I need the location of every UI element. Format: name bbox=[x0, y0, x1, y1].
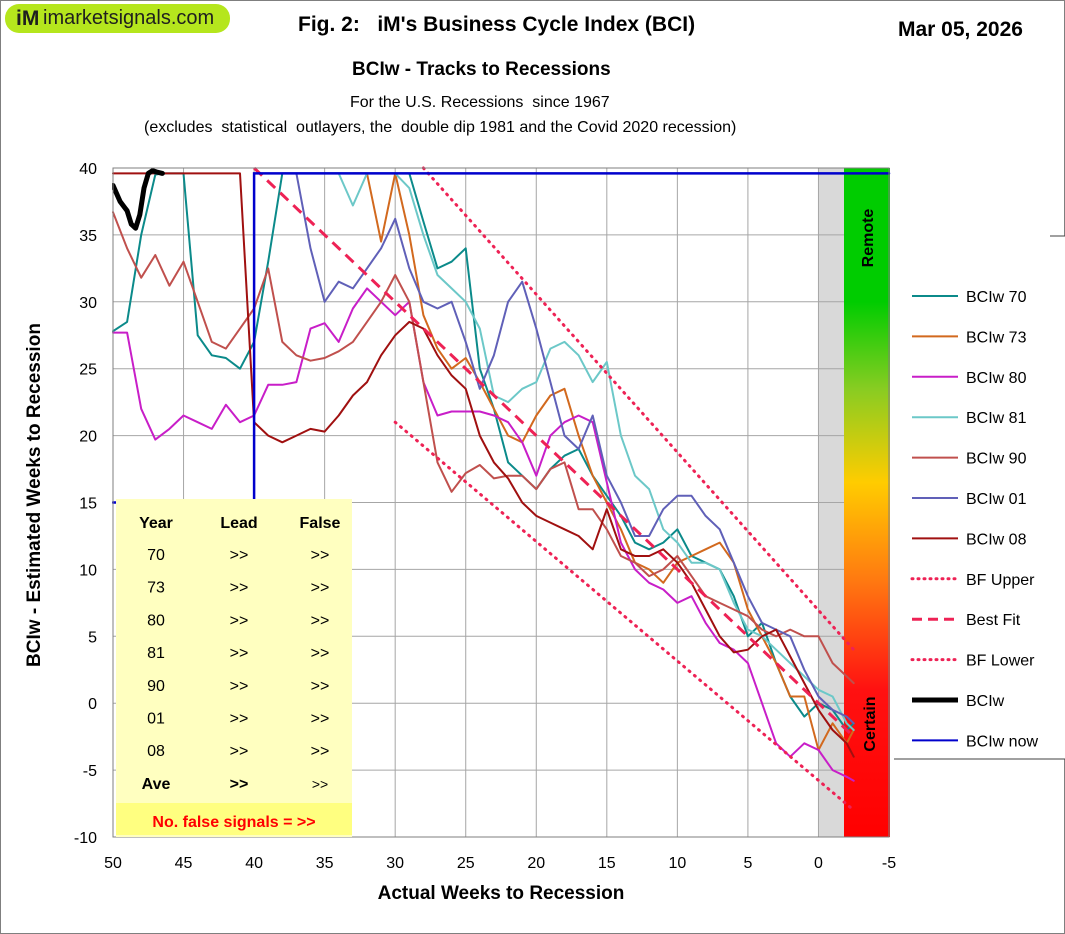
chart-subtitle: BCIw - Tracks to Recessions bbox=[352, 59, 611, 80]
x-tick-label: 50 bbox=[104, 855, 122, 872]
legend-label: BF Lower bbox=[966, 653, 1035, 670]
y-tick-label: 25 bbox=[79, 362, 97, 379]
table-cell: 70 bbox=[147, 547, 165, 564]
legend-label: BCIw 81 bbox=[966, 410, 1027, 427]
x-tick-label: 40 bbox=[245, 855, 263, 872]
figure-date: Mar 05, 2026 bbox=[898, 18, 1023, 41]
legend-label: Best Fit bbox=[966, 612, 1021, 629]
logo-text: imarketsignals.com bbox=[43, 7, 215, 29]
legend-label: BCIw 73 bbox=[966, 329, 1027, 346]
table-cell: >> bbox=[230, 678, 249, 695]
x-tick-label: 45 bbox=[175, 855, 193, 872]
table-cell: >> bbox=[311, 678, 330, 695]
y-tick-label: -5 bbox=[83, 763, 97, 780]
logo-badge: iM imarketsignals.com bbox=[5, 4, 230, 33]
table-header-lead: Lead bbox=[220, 515, 257, 532]
table-cell: 80 bbox=[147, 612, 165, 629]
table-footer-box bbox=[116, 803, 352, 835]
table-cell: >> bbox=[311, 711, 330, 728]
table-cell: >> bbox=[230, 711, 249, 728]
x-tick-label: -5 bbox=[882, 855, 896, 872]
table-cell: >> bbox=[230, 580, 249, 597]
summary-table-box bbox=[116, 499, 352, 837]
y-tick-label: 30 bbox=[79, 295, 97, 312]
x-tick-label: 35 bbox=[316, 855, 334, 872]
table-cell: >> bbox=[311, 547, 330, 564]
series-line-bf-lower bbox=[393, 420, 856, 812]
x-tick-label: 15 bbox=[598, 855, 616, 872]
legend-label: BCIw 70 bbox=[966, 289, 1027, 306]
y-tick-label: 20 bbox=[79, 429, 97, 446]
x-axis-title: Actual Weeks to Recession bbox=[378, 883, 625, 904]
table-cell: 01 bbox=[147, 711, 165, 728]
series-line-bciw-70 bbox=[112, 172, 855, 731]
table-cell: Ave bbox=[142, 776, 171, 793]
figure-title: Fig. 2: iM's Business Cycle Index (BCI) bbox=[298, 13, 696, 36]
x-tick-label: 30 bbox=[386, 855, 404, 872]
table-header-false: False bbox=[300, 515, 341, 532]
y-tick-label: 35 bbox=[79, 228, 97, 245]
legend-label: BF Upper bbox=[966, 572, 1035, 589]
legend-label: BCIw now bbox=[966, 733, 1038, 750]
table-cell: >> bbox=[312, 776, 328, 792]
y-axis-title: BCIw - Estimated Weeks to Recession bbox=[24, 323, 45, 667]
series-line-bciw-90 bbox=[112, 211, 855, 685]
legend-label: BCIw 80 bbox=[966, 370, 1027, 387]
note-line-1: For the U.S. Recessions since 1967 bbox=[350, 94, 610, 111]
y-tick-label: 0 bbox=[88, 696, 97, 713]
y-tick-label: 5 bbox=[88, 629, 97, 646]
legend-label: BCIw bbox=[966, 693, 1005, 710]
table-cell: 81 bbox=[147, 645, 165, 662]
note-line-2: (excludes statistical outlayers, the dou… bbox=[144, 119, 737, 136]
table-cell: >> bbox=[230, 776, 249, 793]
y-tick-label: 15 bbox=[79, 496, 97, 513]
table-cell: >> bbox=[230, 645, 249, 662]
legend-label: BCIw 01 bbox=[966, 491, 1027, 508]
series-line-bf-upper bbox=[421, 166, 856, 652]
series-line-bciw-08 bbox=[112, 172, 855, 758]
table-cell: >> bbox=[311, 612, 330, 629]
x-tick-label: 5 bbox=[743, 855, 752, 872]
series-line-bciw-01 bbox=[295, 172, 855, 725]
series-line-bciw bbox=[112, 168, 165, 231]
y-tick-label: 40 bbox=[79, 161, 97, 178]
x-tick-label: 10 bbox=[668, 855, 686, 872]
legend-label: BCIw 08 bbox=[966, 531, 1027, 548]
table-cell: 08 bbox=[147, 743, 165, 760]
x-tick-label: 20 bbox=[527, 855, 545, 872]
table-cell: >> bbox=[311, 580, 330, 597]
table-cell: 73 bbox=[147, 580, 165, 597]
y-tick-label: -10 bbox=[74, 830, 97, 847]
table-cell: 90 bbox=[147, 678, 165, 695]
scale-label-certain: Certain bbox=[862, 696, 879, 751]
series-line-bciw-81 bbox=[309, 172, 855, 731]
table-cell: >> bbox=[230, 743, 249, 760]
x-tick-label: 0 bbox=[814, 855, 823, 872]
scale-label-remote: Remote bbox=[860, 209, 877, 268]
table-cell: >> bbox=[311, 743, 330, 760]
y-tick-label: 10 bbox=[79, 562, 97, 579]
table-cell: >> bbox=[230, 612, 249, 629]
legend-label: BCIw 90 bbox=[966, 451, 1027, 468]
table-cell: >> bbox=[230, 547, 249, 564]
x-tick-label: 25 bbox=[457, 855, 475, 872]
table-cell: >> bbox=[311, 645, 330, 662]
table-header-year: Year bbox=[139, 515, 173, 532]
plot-border bbox=[112, 167, 890, 838]
logo-mark: iM bbox=[16, 7, 40, 30]
false-signals-label: No. false signals = >> bbox=[152, 814, 315, 831]
series-line-best-fit bbox=[253, 166, 855, 738]
